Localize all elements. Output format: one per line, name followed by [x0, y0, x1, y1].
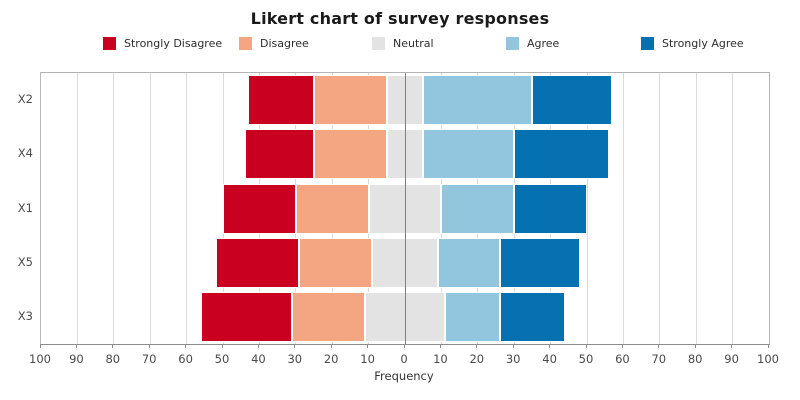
legend-label: Strongly Agree — [662, 37, 744, 50]
legend-label: Strongly Disagree — [124, 37, 223, 50]
x-tick-label: 70 — [651, 352, 667, 366]
x-tick-label: 20 — [469, 352, 485, 366]
x-tick — [585, 344, 587, 348]
x-tick-label: 60 — [178, 352, 193, 366]
legend-swatch-neutral — [372, 37, 385, 50]
x-tick — [621, 344, 623, 348]
x-tick-label: 80 — [105, 352, 121, 366]
y-axis-label-x5: X5 — [17, 254, 33, 269]
bar-x2-agree — [423, 75, 533, 126]
x-tick — [658, 344, 660, 348]
legend-swatch-strongly-disagree — [103, 37, 116, 50]
gridline — [622, 73, 624, 344]
gridline — [586, 73, 588, 344]
x-tick — [75, 344, 77, 348]
chart-title: Likert chart of survey responses — [250, 9, 550, 28]
y-axis-label-x1: X1 — [17, 200, 33, 215]
legend-item-strongly-disagree: Strongly Disagree — [103, 36, 222, 51]
legend-label: Disagree — [260, 37, 309, 50]
x-tick-label: 50 — [578, 352, 594, 366]
bar-x4-disagree — [314, 129, 387, 180]
legend-swatch-agree — [506, 37, 519, 50]
bar-x3-agree — [445, 291, 500, 342]
x-tick-label: 90 — [724, 352, 739, 366]
bar-x3-strongly-agree — [499, 291, 566, 342]
gridline — [113, 73, 115, 344]
x-tick-label: 10 — [433, 352, 448, 366]
x-tick — [694, 344, 696, 348]
bar-x5-agree — [437, 237, 500, 288]
bar-x4-strongly-agree — [514, 129, 609, 180]
legend-item-disagree: Disagree — [239, 36, 309, 51]
x-tick-label: 100 — [757, 352, 779, 366]
x-tick — [549, 344, 551, 348]
x-tick-label: 80 — [687, 352, 703, 366]
bar-x2-strongly-agree — [532, 75, 613, 126]
x-tick — [767, 344, 769, 348]
legend-label: Agree — [527, 37, 560, 50]
x-tick — [476, 344, 478, 348]
x-tick — [731, 344, 733, 348]
x-tick — [148, 344, 150, 348]
x-tick — [257, 344, 259, 348]
x-tick-label: 10 — [360, 352, 375, 366]
bar-x5-strongly-agree — [499, 237, 580, 288]
y-axis-label-x4: X4 — [17, 146, 33, 161]
gridline — [186, 73, 188, 344]
x-tick — [185, 344, 187, 348]
legend-item-neutral: Neutral — [372, 36, 434, 51]
x-tick-label: 90 — [69, 352, 84, 366]
x-tick-label: 40 — [542, 352, 557, 366]
x-tick — [221, 344, 223, 348]
x-tick-label: 30 — [505, 352, 521, 366]
x-tick — [112, 344, 114, 348]
bar-x4-agree — [423, 129, 515, 180]
legend-swatch-disagree — [239, 37, 252, 50]
x-tick — [512, 344, 514, 348]
gridline — [659, 73, 661, 344]
plot-area — [40, 72, 770, 345]
chart-legend: Strongly Disagree Disagree Neutral Agree Str… — [0, 36, 800, 52]
x-tick-label: 20 — [323, 352, 339, 366]
x-tick-label: 30 — [287, 352, 303, 366]
legend-item-strongly-agree: Strongly Agree — [641, 36, 744, 51]
bar-x4-strongly-disagree — [244, 129, 314, 180]
bar-x2-disagree — [314, 75, 387, 126]
bar-x1-agree — [441, 183, 515, 234]
x-tick-label: 100 — [29, 352, 51, 366]
gridline — [149, 73, 151, 344]
bar-x2-strongly-disagree — [248, 75, 314, 126]
x-tick — [294, 344, 296, 348]
y-axis-label-x2: X2 — [17, 92, 33, 107]
y-axis-label-x3: X3 — [17, 308, 33, 323]
x-tick — [367, 344, 369, 348]
x-tick-label: 40 — [251, 352, 266, 366]
legend-item-agree: Agree — [506, 36, 559, 51]
x-tick — [439, 344, 441, 348]
legend-swatch-strongly-agree — [641, 37, 654, 50]
bar-x3-disagree — [292, 291, 365, 342]
x-tick-label: 50 — [214, 352, 230, 366]
gridline — [76, 73, 78, 344]
x-tick-label: 0 — [400, 352, 408, 366]
x-tick-label: 60 — [615, 352, 630, 366]
gridline — [732, 73, 734, 344]
legend-label: Neutral — [393, 37, 434, 50]
bar-x1-strongly-disagree — [223, 183, 296, 234]
bar-x1-disagree — [295, 183, 369, 234]
bar-x1-strongly-agree — [514, 183, 587, 234]
gridline — [695, 73, 697, 344]
bar-x5-strongly-disagree — [215, 237, 300, 288]
zero-gridline — [404, 73, 406, 344]
bar-row-x2 — [41, 75, 769, 126]
x-axis-title: Frequency — [374, 369, 434, 383]
x-tick — [403, 344, 405, 348]
x-tick — [39, 344, 41, 348]
x-tick-label: 70 — [141, 352, 157, 366]
bar-x3-strongly-disagree — [201, 291, 293, 342]
bar-x5-disagree — [299, 237, 373, 288]
x-tick — [330, 344, 332, 348]
